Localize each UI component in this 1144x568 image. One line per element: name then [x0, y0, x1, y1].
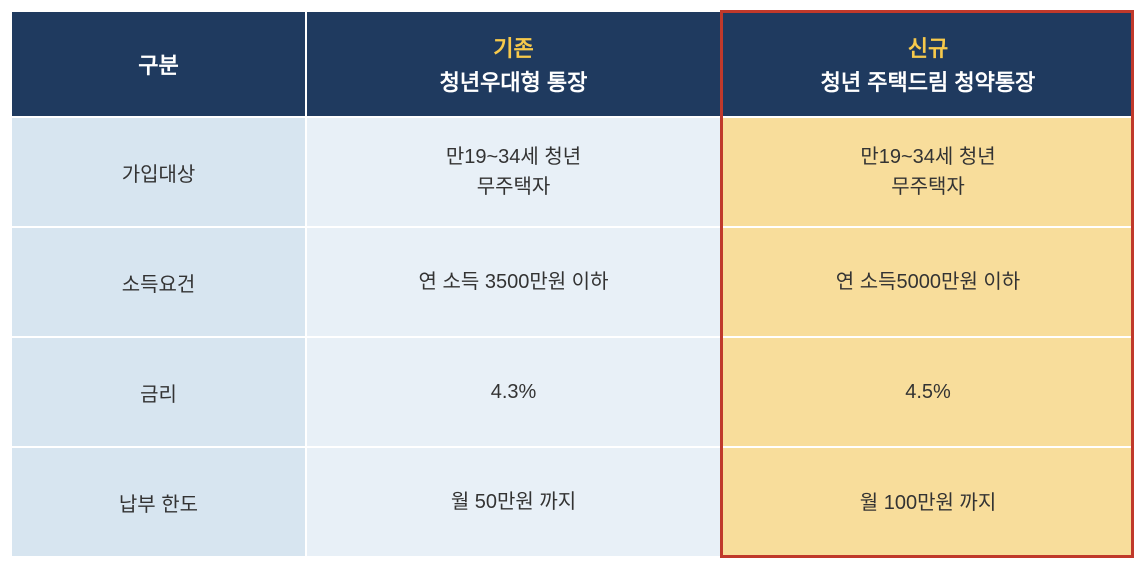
cell-text-line2: 무주택자: [722, 172, 1134, 202]
label-text: 납부 한도: [119, 494, 198, 516]
cell-text: 월 100만원 까지: [860, 492, 996, 514]
cell-new-eligibility: 만19~34세 청년 무주택자: [721, 117, 1135, 227]
table-row: 금리 4.3% 4.5%: [11, 337, 1135, 447]
cell-text: 연 소득 3500만원 이하: [419, 271, 609, 293]
row-label-limit: 납부 한도: [11, 447, 306, 557]
row-label-rate: 금리: [11, 337, 306, 447]
cell-text: 4.3%: [491, 381, 537, 403]
table-row: 납부 한도 월 50만원 까지 월 100만원 까지: [11, 447, 1135, 557]
header-new-title: 신규: [908, 36, 948, 61]
header-existing-sub: 청년우대형 통장: [440, 70, 588, 95]
cell-new-rate: 4.5%: [721, 337, 1135, 447]
header-category: 구분: [11, 11, 306, 117]
cell-text: 4.5%: [905, 381, 951, 403]
comparison-table: 구분 기존 청년우대형 통장 신규 청년 주택드림 청약통장 가입대상: [10, 10, 1134, 558]
cell-text: 월 50만원 까지: [451, 491, 576, 513]
header-category-label: 구분: [138, 53, 178, 78]
table-row: 소득요건 연 소득 3500만원 이하 연 소득5000만원 이하: [11, 227, 1135, 337]
header-row: 구분 기존 청년우대형 통장 신규 청년 주택드림 청약통장: [11, 11, 1135, 117]
label-text: 소득요건: [122, 274, 196, 296]
cell-text-line1: 만19~34세 청년: [722, 142, 1134, 172]
cell-existing-eligibility: 만19~34세 청년 무주택자: [306, 117, 721, 227]
table: 구분 기존 청년우대형 통장 신규 청년 주택드림 청약통장 가입대상: [10, 10, 1136, 558]
label-text: 금리: [140, 384, 177, 406]
label-text: 가입대상: [122, 164, 196, 186]
table-row: 가입대상 만19~34세 청년 무주택자 만19~34세 청년 무주택자: [11, 117, 1135, 227]
cell-existing-limit: 월 50만원 까지: [306, 447, 721, 557]
cell-text: 연 소득5000만원 이하: [836, 271, 1020, 293]
cell-text-line2: 무주택자: [307, 172, 720, 202]
row-label-eligibility: 가입대상: [11, 117, 306, 227]
header-existing: 기존 청년우대형 통장: [306, 11, 721, 117]
cell-text-line1: 만19~34세 청년: [307, 142, 720, 172]
header-existing-title: 기존: [493, 36, 533, 61]
cell-existing-income: 연 소득 3500만원 이하: [306, 227, 721, 337]
header-new-sub: 청년 주택드림 청약통장: [821, 70, 1036, 95]
cell-new-limit: 월 100만원 까지: [721, 447, 1135, 557]
header-new: 신규 청년 주택드림 청약통장: [721, 11, 1135, 117]
cell-existing-rate: 4.3%: [306, 337, 721, 447]
row-label-income: 소득요건: [11, 227, 306, 337]
cell-new-income: 연 소득5000만원 이하: [721, 227, 1135, 337]
